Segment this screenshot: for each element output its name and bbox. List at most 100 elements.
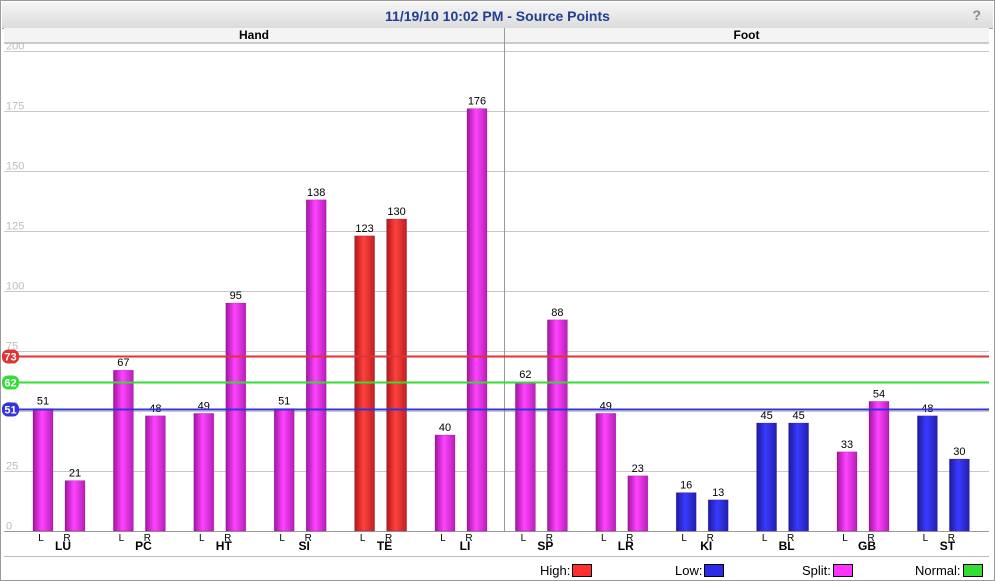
bar-value-label: 54 (873, 388, 885, 400)
legend-swatch (572, 564, 593, 577)
legend-item-low: Low: (675, 563, 725, 578)
side-label: R (224, 533, 231, 544)
bar-bl-r[interactable] (788, 422, 809, 532)
side-label: L (762, 533, 768, 544)
side-label: L (923, 533, 929, 544)
reference-badge-low (2, 402, 19, 417)
bar-value-label: 138 (307, 187, 325, 199)
bar-ht-r[interactable] (225, 302, 247, 532)
group-label-bl: BL (779, 539, 795, 553)
group-label-te: TE (377, 539, 392, 553)
bar-value-label: 67 (117, 357, 129, 369)
bar-value-label: 88 (551, 307, 563, 319)
side-label: R (707, 533, 714, 544)
section-label-foot: Foot (734, 28, 760, 42)
bar-pc-r[interactable] (145, 415, 166, 532)
legend-item-high: High: (540, 563, 593, 578)
legend-swatch (832, 564, 853, 577)
side-label: R (465, 533, 472, 544)
bar-sp-r[interactable] (547, 319, 568, 532)
bar-value-label: 51 (278, 396, 290, 408)
group-label-si: SI (299, 539, 310, 553)
legend-swatch (962, 564, 983, 577)
side-label: L (521, 533, 527, 544)
bar-lr-r[interactable] (627, 475, 649, 532)
bar-pc-l[interactable] (113, 369, 134, 532)
group-label-lr: LR (618, 539, 634, 553)
help-button[interactable]: ? (972, 7, 981, 23)
bar-value-label: 49 (198, 400, 210, 412)
side-label: L (119, 533, 125, 544)
side-label: L (601, 533, 607, 544)
side-label: R (626, 533, 633, 544)
bar-value-label: 51 (37, 396, 49, 408)
bar-value-label: 176 (468, 96, 486, 108)
section-label-hand: Hand (239, 28, 269, 42)
side-label: R (144, 533, 151, 544)
bar-value-label: 40 (439, 422, 451, 434)
legend-label: Split: (802, 563, 831, 578)
group-label-ki: KI (700, 539, 712, 553)
reference-label-low: 51 (4, 405, 16, 417)
side-label: R (305, 533, 312, 544)
group-label-ht: HT (216, 539, 233, 553)
bar-gb-l[interactable] (836, 451, 858, 532)
y-tick-label: 125 (6, 221, 24, 233)
bar-value-label: 62 (519, 369, 531, 381)
legend-swatch (704, 564, 725, 577)
side-label: R (948, 533, 955, 544)
y-tick-label: 175 (6, 101, 24, 113)
legend-label: High: (540, 563, 571, 578)
bar-value-label: 21 (69, 468, 81, 480)
y-tick-label: 150 (6, 161, 24, 173)
side-label: L (681, 533, 687, 544)
bar-lu-r[interactable] (64, 480, 86, 532)
chart-title: 11/19/10 10:02 PM - Source Points (385, 8, 610, 24)
bar-value-label: 33 (841, 439, 853, 451)
bar-sp-l[interactable] (515, 381, 536, 532)
bar-ki-r[interactable] (707, 499, 729, 532)
bar-st-r[interactable] (949, 458, 970, 532)
bar-li-l[interactable] (434, 434, 456, 532)
bar-si-r[interactable] (305, 199, 327, 532)
side-label: R (546, 533, 553, 544)
y-tick-label: 25 (6, 461, 18, 473)
bar-gb-r[interactable] (868, 401, 890, 532)
bar-value-label: 123 (355, 223, 373, 235)
bar-si-l[interactable] (273, 408, 295, 532)
side-label: L (38, 533, 44, 544)
bar-st-l[interactable] (917, 415, 938, 532)
bar-ki-l[interactable] (675, 492, 697, 532)
legend-label: Normal: (915, 563, 961, 578)
bar-lu-l[interactable] (32, 408, 54, 532)
group-label-li: LI (460, 539, 471, 553)
bar-value-label: 49 (600, 400, 612, 412)
bar-bl-l[interactable] (756, 422, 777, 532)
reference-label-normal: 62 (4, 378, 16, 390)
group-label-sp: SP (537, 539, 553, 553)
bar-value-label: 16 (680, 480, 692, 492)
side-label: R (385, 533, 392, 544)
reference-badge-high (2, 349, 19, 364)
side-label: R (787, 533, 794, 544)
legend-label: Low: (675, 563, 703, 578)
side-label: R (63, 533, 70, 544)
bar-ht-l[interactable] (193, 413, 215, 532)
bar-value-label: 130 (387, 206, 405, 218)
group-label-st: ST (940, 539, 956, 553)
bar-te-r[interactable] (386, 218, 407, 532)
legend-item-normal: Normal: (915, 563, 983, 578)
bar-value-label: 45 (760, 410, 772, 422)
bar-lr-l[interactable] (595, 413, 617, 532)
bar-value-label: 23 (632, 463, 644, 475)
reference-badge-normal (2, 375, 19, 390)
group-label-lu: LU (55, 539, 71, 553)
bar-li-r[interactable] (466, 108, 488, 532)
group-label-gb: GB (858, 539, 876, 553)
side-label: L (360, 533, 366, 544)
section-header-band (4, 28, 989, 43)
bar-value-label: 30 (953, 446, 965, 458)
side-label: L (279, 533, 285, 544)
bar-value-label: 13 (712, 487, 724, 499)
